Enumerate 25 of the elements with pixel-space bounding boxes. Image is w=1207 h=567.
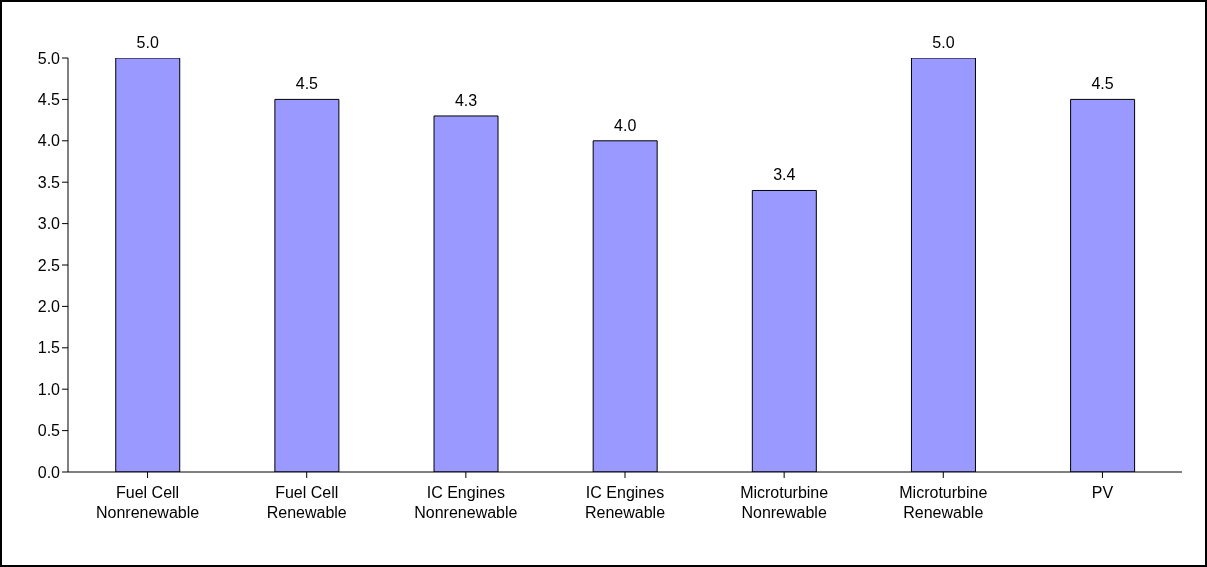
x-tick-label: Fuel Cell Renewable [266, 484, 347, 521]
x-tick-label: IC Engines Renewable [584, 484, 666, 521]
y-tick-label: 0.5 [37, 422, 61, 440]
data-label: 5.0 [932, 34, 955, 51]
data-label: 4.3 [454, 91, 478, 109]
y-tick-label: 2.0 [37, 298, 61, 316]
data-label: 4.5 [1091, 75, 1114, 93]
data-label: 4.5 [295, 75, 319, 93]
data-label: 3.4 [773, 166, 796, 184]
y-tick-label: 1.0 [37, 380, 61, 398]
data-label: 4.0 [614, 116, 637, 134]
y-tick-label: 0.0 [37, 463, 61, 481]
x-tick-label: Fuel Cell Nonrenewable [95, 484, 200, 521]
y-tick-label: 2.5 [37, 256, 61, 274]
y-tick-label: 4.0 [37, 132, 61, 150]
y-tick-label: 3.0 [37, 215, 61, 233]
y-tick-label: 1.5 [37, 339, 61, 357]
x-tick-label: Microturbine Renewable [899, 484, 988, 521]
x-tick-label: Microturbine Nonrewable [740, 484, 829, 521]
y-tick-label: 4.5 [37, 91, 61, 109]
data-label: 5.0 [136, 34, 159, 51]
y-tick-label: 3.5 [37, 173, 61, 191]
x-tick-label: PV [1091, 484, 1114, 501]
x-tick-label: IC Engines Nonrenewable [414, 484, 518, 521]
y-tick-label: 5.0 [37, 49, 61, 67]
